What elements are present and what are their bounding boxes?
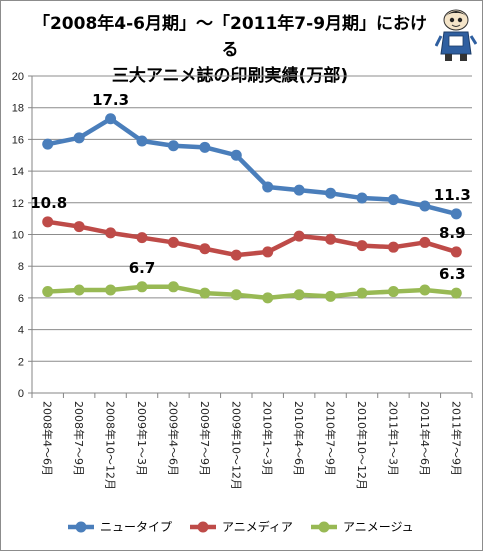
series-2-point bbox=[450, 246, 462, 258]
series-1-point bbox=[387, 194, 399, 206]
series-1-point bbox=[450, 208, 462, 220]
series-2-point bbox=[387, 241, 399, 253]
y-tick-label: 12 bbox=[12, 198, 24, 210]
y-tick-label: 20 bbox=[12, 71, 24, 83]
x-category-label: 2009年1〜3月 bbox=[135, 401, 149, 476]
series-3-point bbox=[419, 284, 431, 296]
series-2-point bbox=[230, 249, 242, 261]
series-1-point bbox=[356, 192, 368, 204]
chart-title-line1: 「2008年4-6月期」〜「2011年7-9月期」における bbox=[32, 14, 428, 60]
series-1-point bbox=[136, 135, 148, 147]
series-1-point bbox=[73, 132, 85, 144]
x-axis-category-labels: 2008年4〜6月 2008年7〜9月 2008年10〜12月 2009年1〜3月 20… bbox=[41, 401, 464, 490]
x-category-label: 2010年10〜12月 bbox=[355, 401, 369, 490]
data-label: 11.3 bbox=[434, 186, 471, 204]
y-tick-label: 16 bbox=[12, 134, 24, 146]
series-3-point bbox=[136, 281, 148, 293]
series-3-point bbox=[293, 289, 305, 301]
data-label: 8.9 bbox=[439, 224, 466, 242]
series-2-point bbox=[105, 227, 117, 239]
series-1-point bbox=[293, 184, 305, 196]
legend-label-1: ニュータイプ bbox=[100, 520, 172, 534]
x-category-label: 2008年7〜9月 bbox=[72, 401, 86, 476]
series-2-point bbox=[262, 246, 274, 258]
series-2-point bbox=[199, 243, 211, 255]
x-category-label: 2009年4〜6月 bbox=[166, 401, 180, 476]
series-3-point bbox=[262, 292, 274, 304]
y-tick-label: 0 bbox=[18, 388, 24, 400]
series-1-point bbox=[262, 181, 274, 193]
x-category-label: 2010年4〜6月 bbox=[292, 401, 306, 476]
x-category-label: 2010年1〜3月 bbox=[261, 401, 275, 476]
series-2-point bbox=[293, 230, 305, 242]
legend-marker-1 bbox=[75, 521, 87, 533]
series-2-point bbox=[419, 236, 431, 248]
data-labels: 17.3 11.3 10.8 8.9 6.7 6.3 bbox=[30, 91, 471, 283]
y-axis-tick-labels: 0 2 4 6 8 10 12 14 16 18 20 bbox=[12, 71, 24, 400]
mascot-character-icon bbox=[435, 9, 477, 61]
series-3-point bbox=[105, 284, 117, 296]
series-2-point bbox=[167, 236, 179, 248]
series-2-point bbox=[356, 240, 368, 252]
x-category-label: 2009年7〜9月 bbox=[198, 401, 212, 476]
series-1-point bbox=[42, 138, 54, 150]
data-label: 6.3 bbox=[439, 265, 466, 283]
series-3-point bbox=[73, 284, 85, 296]
series-1-point bbox=[167, 140, 179, 152]
y-tick-label: 14 bbox=[12, 166, 24, 178]
x-category-label: 2009年10〜12月 bbox=[229, 401, 243, 490]
y-tick-label: 6 bbox=[18, 293, 24, 305]
series-lines bbox=[42, 113, 462, 304]
series-3-point bbox=[42, 286, 54, 298]
series-1-point bbox=[325, 187, 337, 199]
legend-label-3: アニメージュ bbox=[343, 520, 414, 534]
data-label: 10.8 bbox=[30, 194, 67, 212]
series-2-point bbox=[325, 233, 337, 245]
x-category-label: 2008年4〜6月 bbox=[41, 401, 55, 476]
x-category-label: 2008年10〜12月 bbox=[104, 401, 118, 490]
x-category-label: 2011年4〜6月 bbox=[418, 401, 432, 476]
series-1-point bbox=[199, 141, 211, 153]
series-3-point bbox=[325, 290, 337, 302]
data-label: 17.3 bbox=[92, 91, 129, 109]
legend-marker-2 bbox=[197, 521, 209, 533]
x-category-label: 2011年7〜9月 bbox=[449, 401, 463, 476]
axes bbox=[28, 75, 473, 398]
legend-label-2: アニメディア bbox=[222, 519, 293, 534]
series-3-point bbox=[199, 287, 211, 299]
series-2-point bbox=[42, 216, 54, 228]
gridlines bbox=[32, 75, 472, 362]
series-3-point bbox=[356, 287, 368, 299]
series-3-point bbox=[167, 281, 179, 293]
series-3-point bbox=[387, 286, 399, 298]
y-tick-label: 2 bbox=[18, 356, 24, 368]
x-category-label: 2011年1〜3月 bbox=[386, 401, 400, 476]
legend-marker-3 bbox=[318, 521, 330, 533]
series-3-point bbox=[450, 287, 462, 299]
y-tick-label: 4 bbox=[18, 325, 24, 337]
series-3-point bbox=[230, 289, 242, 301]
series-2-point bbox=[73, 221, 85, 233]
y-tick-label: 8 bbox=[18, 261, 24, 273]
series-1-point bbox=[230, 149, 242, 161]
y-tick-label: 18 bbox=[12, 103, 24, 115]
series-1-point bbox=[419, 200, 431, 212]
x-category-label: 2010年7〜9月 bbox=[324, 401, 338, 476]
series-1-point bbox=[105, 113, 117, 125]
data-label: 6.7 bbox=[129, 259, 156, 277]
legend: ニュータイプ アニメディア アニメージュ bbox=[68, 519, 414, 534]
y-tick-label: 10 bbox=[12, 230, 24, 242]
series-2-point bbox=[136, 232, 148, 244]
